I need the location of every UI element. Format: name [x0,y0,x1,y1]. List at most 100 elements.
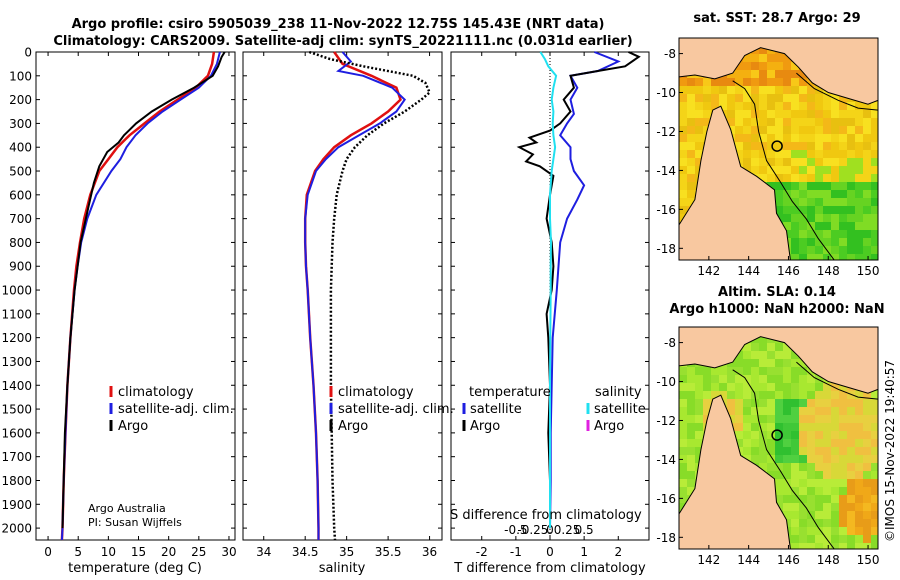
map-cell [759,70,768,79]
map-cell [775,495,784,504]
map-cell [831,198,840,207]
map-cell [823,198,832,207]
map-cell [871,415,878,424]
map-cell [839,230,848,239]
y-tick-label: 1300 [1,355,32,369]
map-cell [847,214,856,223]
map-cell [679,118,688,127]
map-cell [791,230,800,239]
map-cell [815,399,824,408]
map-cell [743,150,752,159]
map-cell [775,198,784,207]
map-cell [863,142,872,151]
map-cell [839,415,848,424]
map-cell [791,407,800,416]
map-cell [743,439,752,448]
map-cell [791,455,800,464]
x-tick-label: 0 [546,545,554,559]
map-cell [815,118,824,127]
map-cell [751,142,760,151]
map-cell [815,182,824,191]
map-cell [687,487,696,496]
map-cell [831,246,840,255]
map-cell [807,543,816,549]
sla-map [679,327,878,549]
map-cell [847,174,856,183]
map-cell [831,174,840,183]
map-cell [711,86,720,95]
map-cell [791,166,800,175]
map-cell [775,150,784,159]
map-cell [839,182,848,191]
map-cell [839,142,848,151]
map-cell [767,54,776,63]
temperature-chart: 0100200300400500600700800900100011001200… [1,46,236,560]
y-tick-label: 1700 [1,450,32,464]
map-cell [783,343,792,352]
map-cell [807,118,816,127]
map-cell [863,471,872,480]
map-cell [815,166,824,175]
map-cell [735,407,744,416]
series-temperature-argo [516,51,641,529]
map-cell [839,198,848,207]
map-cell [831,543,840,549]
map-cell [807,246,816,255]
map-cell [847,391,856,400]
map-cell [775,439,784,448]
map-cell [807,503,816,512]
map-cell [791,479,800,488]
map-cell [831,415,840,424]
map-cell [783,158,792,167]
map-cell [679,495,688,504]
map-cell [847,222,856,231]
map-cell [831,142,840,151]
map-cell [847,190,856,199]
map-cell [855,254,864,260]
x-tick-label: -1 [510,545,522,559]
map-cell [855,407,864,416]
map-cell [791,503,800,512]
map-cell [783,375,792,384]
map-cell [871,142,878,151]
map-cell [679,367,688,376]
map-cell [679,431,688,440]
map-cell [711,383,720,392]
map-cell [687,367,696,376]
map-cell [815,150,824,159]
map-cell [791,142,800,151]
map-cell [831,222,840,231]
map-cell [855,503,864,512]
map-cell [791,423,800,432]
map-cell [871,110,878,119]
map-y-tick-label: -10 [656,375,676,389]
map-cell [871,431,878,440]
map-cell [871,455,878,464]
map-cell [863,495,872,504]
map-cell [735,415,744,424]
map-cell [791,375,800,384]
map-cell [775,62,784,71]
map-cell [807,214,816,223]
map-cell [719,383,728,392]
map-cell [679,94,688,103]
map-cell [759,431,768,440]
map-cell [695,102,704,111]
map-cell [719,375,728,384]
map-cell [767,447,776,456]
map-cell [823,391,832,400]
map-cell [679,479,688,488]
map-cell [735,70,744,79]
map-cell [799,367,808,376]
map-cell [679,447,688,456]
map-cell [863,150,872,159]
map-cell [855,471,864,480]
map-x-tick-label: 142 [697,553,720,567]
map-cell [751,343,760,352]
map-cell [799,166,808,175]
map-cell [679,198,688,207]
map-cell [799,407,808,416]
map-cell [679,423,688,432]
map-cell [767,383,776,392]
map-cell [847,455,856,464]
